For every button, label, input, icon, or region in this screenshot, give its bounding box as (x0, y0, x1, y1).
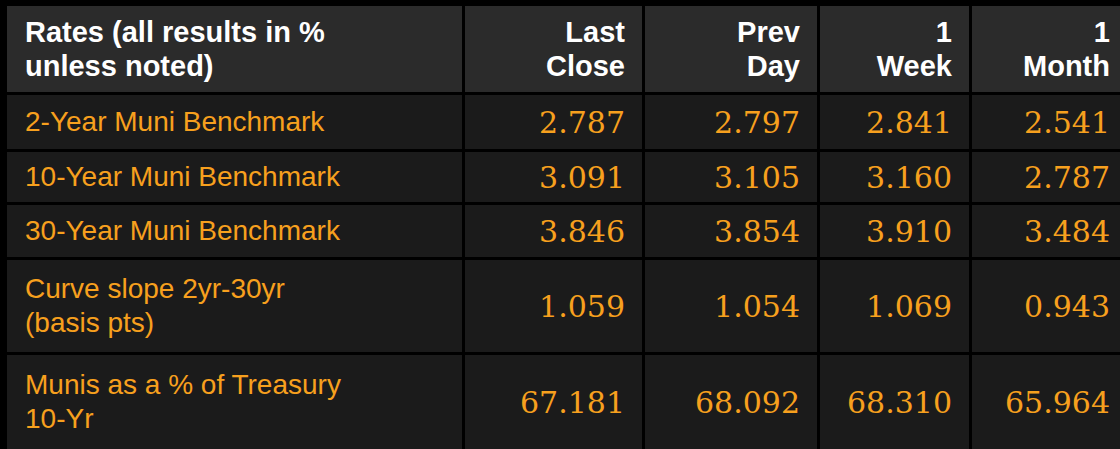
cell-30yr-1-month: 3.484 (972, 205, 1120, 257)
column-header-1-month: 1 Month (972, 6, 1120, 92)
row-label-10yr-muni: 10-Year Muni Benchmark (7, 152, 462, 202)
cell-munis-1-week: 68.310 (820, 355, 969, 449)
cell-curve-last-close: 1.059 (465, 260, 642, 352)
column-header-1-week: 1 Week (820, 6, 969, 92)
row-label-2yr-muni: 2-Year Muni Benchmark (7, 95, 462, 149)
cell-curve-1-month: 0.943 (972, 260, 1120, 352)
cell-munis-prev-day: 68.092 (645, 355, 817, 449)
cell-munis-1-month: 65.964 (972, 355, 1120, 449)
cell-2yr-last-close: 2.787 (465, 95, 642, 149)
cell-30yr-1-week: 3.910 (820, 205, 969, 257)
cell-curve-1-week: 1.069 (820, 260, 969, 352)
row-label-curve-slope: Curve slope 2yr-30yr (basis pts) (7, 260, 462, 352)
rates-table: Rates (all results in % unless noted) La… (7, 6, 1108, 449)
row-label-30yr-muni: 30-Year Muni Benchmark (7, 205, 462, 257)
cell-10yr-1-month: 2.787 (972, 152, 1120, 202)
cell-2yr-prev-day: 2.797 (645, 95, 817, 149)
cell-30yr-last-close: 3.846 (465, 205, 642, 257)
column-header-last-close: Last Close (465, 6, 642, 92)
row-label-munis-pct-treasury: Munis as a % of Treasury 10-Yr (7, 355, 462, 449)
cell-2yr-1-month: 2.541 (972, 95, 1120, 149)
rates-table-panel: Rates (all results in % unless noted) La… (0, 0, 1120, 449)
cell-10yr-last-close: 3.091 (465, 152, 642, 202)
table-title: Rates (all results in % unless noted) (7, 6, 462, 92)
cell-munis-last-close: 67.181 (465, 355, 642, 449)
cell-2yr-1-week: 2.841 (820, 95, 969, 149)
cell-10yr-1-week: 3.160 (820, 152, 969, 202)
cell-10yr-prev-day: 3.105 (645, 152, 817, 202)
column-header-prev-day: Prev Day (645, 6, 817, 92)
cell-30yr-prev-day: 3.854 (645, 205, 817, 257)
cell-curve-prev-day: 1.054 (645, 260, 817, 352)
